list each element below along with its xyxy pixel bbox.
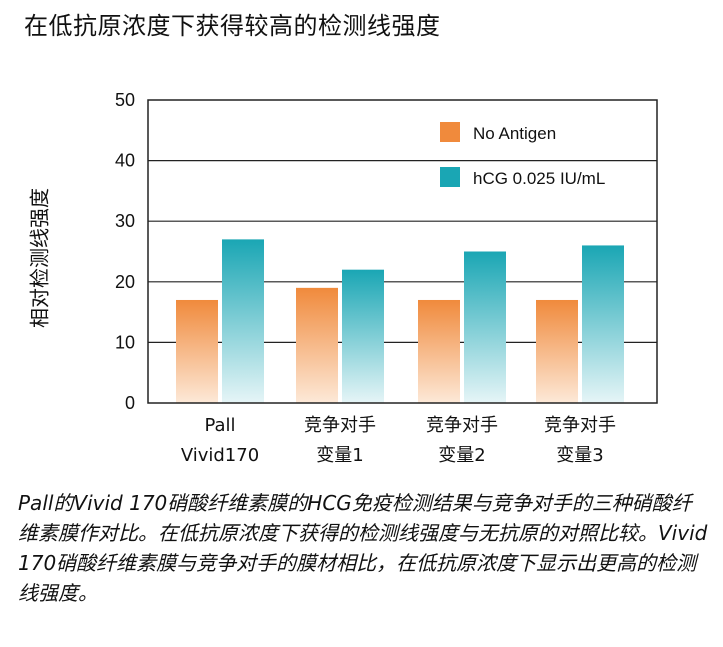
legend-entry: No Antigen <box>473 124 556 143</box>
y-tick-label: 10 <box>115 332 135 352</box>
bar-no-antigen-3 <box>418 299 460 403</box>
y-tick-label: 20 <box>115 272 135 292</box>
legend-entry: hCG 0.025 IU/mL <box>473 169 605 188</box>
y-tick-label: 50 <box>115 90 135 110</box>
category-label: 竞争对手 <box>426 415 498 436</box>
bar-hcg-4 <box>582 245 624 403</box>
y-tick-labels: 0 10 20 30 40 50 <box>115 90 135 413</box>
plot-frame <box>147 99 658 404</box>
bar-hcg-3 <box>464 251 506 403</box>
legend-swatch-1 <box>440 122 460 142</box>
category-label: 变量1 <box>316 445 363 466</box>
legend-swatch-2 <box>440 167 460 187</box>
legend: No Antigen hCG 0.025 IU/mL <box>440 122 605 188</box>
category-label: 竞争对手 <box>544 415 616 436</box>
chart-title: 在低抗原浓度下获得较高的检测线强度 <box>24 12 441 40</box>
bar-no-antigen-2 <box>296 287 338 403</box>
bar-hcg-1 <box>222 239 264 403</box>
bar-no-antigen-4 <box>536 299 578 403</box>
category-label: 变量2 <box>438 445 485 466</box>
y-tick-label: 40 <box>115 151 135 171</box>
category-label: 变量3 <box>556 445 603 466</box>
y-tick-label: 30 <box>115 211 135 231</box>
y-axis-label: 相对检测线强度 <box>27 188 52 328</box>
bar-no-antigen-1 <box>176 299 218 403</box>
category-label: Pall <box>204 415 235 436</box>
figure-caption: Pall的Vivid 170硝酸纤维素膜的HCG免疫检测结果与竞争对手的三种硝酸… <box>18 491 708 605</box>
axes <box>147 99 658 404</box>
bars <box>176 239 624 403</box>
bar-hcg-2 <box>342 269 384 403</box>
y-tick-label: 0 <box>125 393 135 413</box>
category-label: 竞争对手 <box>304 415 376 436</box>
category-label: Vivid170 <box>181 445 259 466</box>
